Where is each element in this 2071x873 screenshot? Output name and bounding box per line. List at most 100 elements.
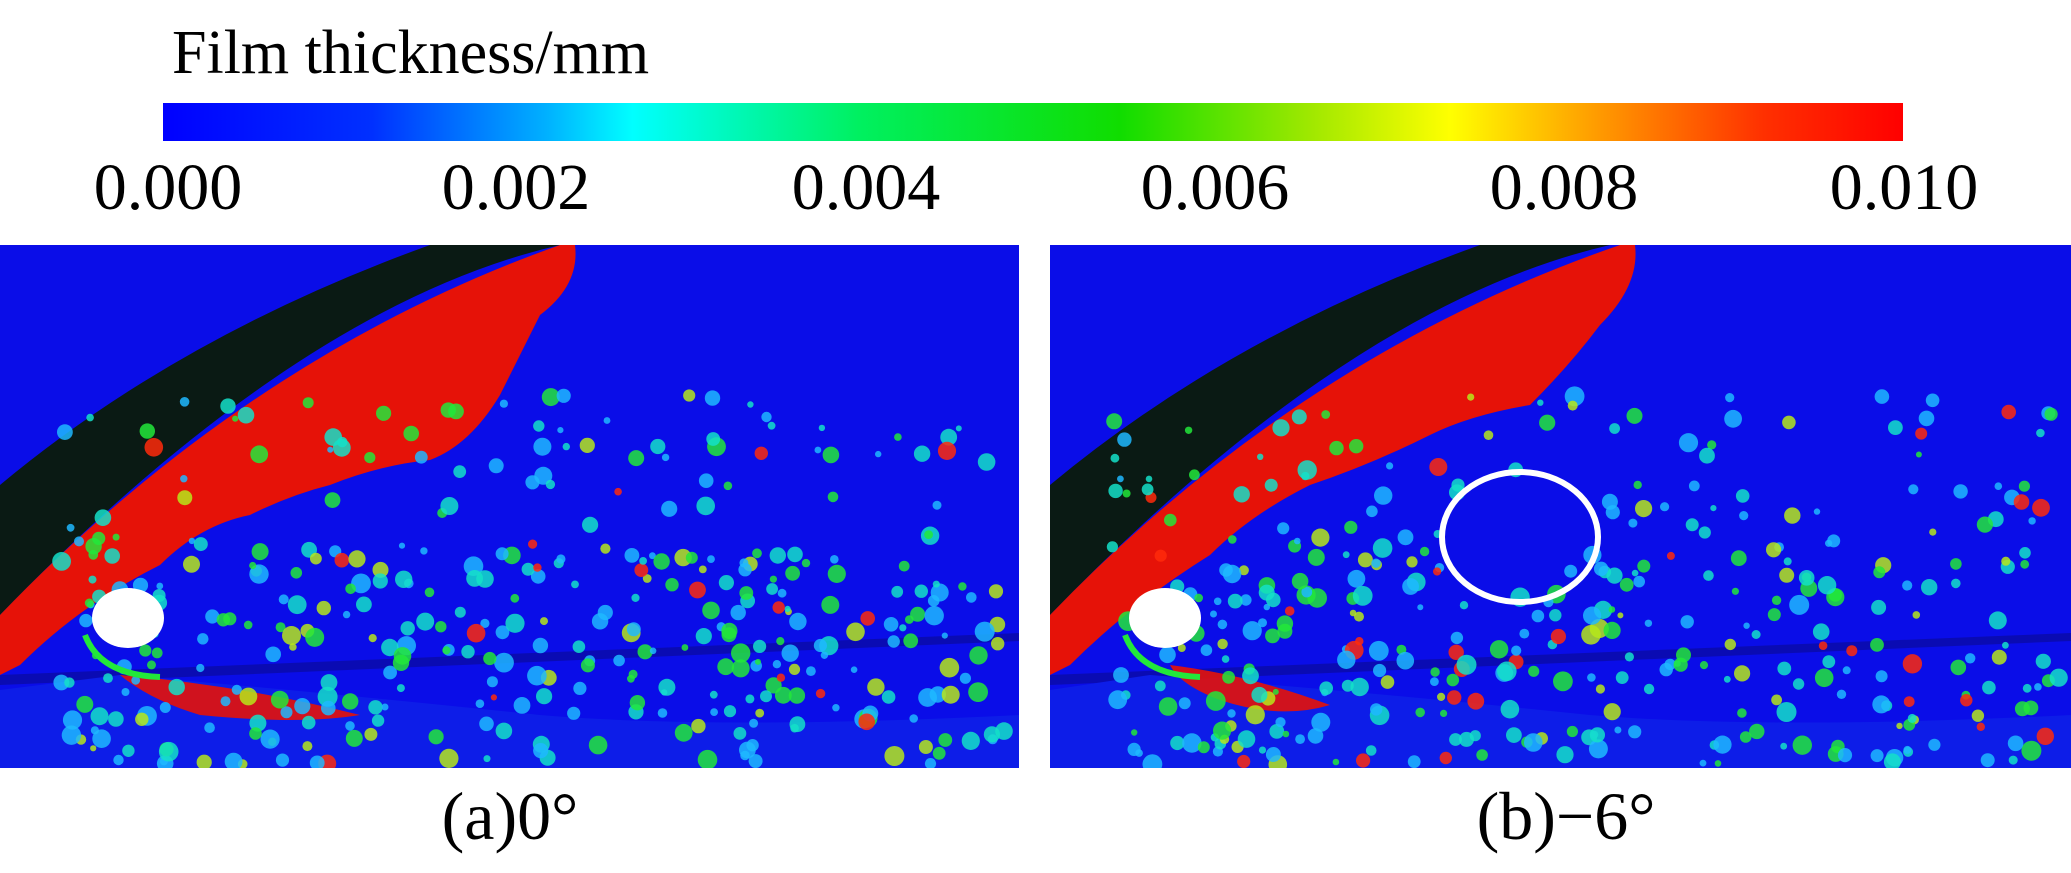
droplet	[112, 533, 120, 541]
droplet	[168, 678, 185, 696]
droplet	[1429, 458, 1448, 476]
droplet	[1635, 500, 1653, 518]
droplet	[205, 609, 220, 624]
droplet	[396, 684, 405, 693]
droplet	[1402, 578, 1419, 595]
droplet	[1337, 650, 1356, 669]
droplet	[1357, 552, 1373, 568]
droplet	[1608, 606, 1616, 613]
droplet	[224, 752, 243, 768]
droplet	[959, 672, 972, 684]
droplet	[1771, 595, 1782, 605]
droplet	[1724, 638, 1736, 651]
droplet	[905, 615, 914, 624]
droplet	[556, 388, 571, 403]
droplet	[1311, 712, 1331, 732]
droplet	[968, 682, 988, 702]
droplet	[439, 748, 459, 768]
droplet	[769, 575, 778, 583]
droplet	[1637, 559, 1651, 573]
droplet	[76, 695, 94, 713]
droplet	[454, 606, 466, 618]
droplet	[480, 618, 490, 628]
droplet	[702, 601, 720, 620]
droplet	[1284, 606, 1295, 616]
droplet	[658, 678, 676, 696]
droplet	[827, 564, 846, 583]
droplet	[495, 722, 513, 740]
droplet	[1449, 733, 1462, 746]
droplet	[1237, 754, 1251, 768]
droplet	[1349, 609, 1357, 617]
droplet	[830, 555, 839, 564]
droplet	[1902, 654, 1923, 674]
droplet	[637, 644, 653, 660]
droplet	[2023, 700, 2039, 716]
droplet	[1822, 655, 1836, 669]
droplet	[1506, 727, 1522, 743]
droplet	[903, 633, 919, 649]
droplet	[1386, 462, 1394, 470]
droplet	[691, 718, 706, 734]
droplet	[1217, 619, 1228, 630]
droplet	[1242, 667, 1259, 685]
droplet	[1673, 657, 1688, 672]
droplet	[657, 708, 668, 718]
droplet	[466, 623, 486, 643]
droplet	[2018, 480, 2030, 492]
droplet	[1406, 556, 1418, 568]
droplet	[932, 746, 946, 760]
droplet	[1874, 389, 1890, 404]
droplet	[1415, 707, 1425, 718]
droplet	[1450, 631, 1464, 645]
droplet	[781, 644, 799, 662]
droplet	[488, 458, 504, 474]
droplet	[755, 708, 765, 718]
droplet	[788, 663, 801, 675]
droplet	[1688, 480, 1700, 492]
droplet	[639, 557, 647, 565]
droplet	[1430, 667, 1440, 677]
droplet	[527, 665, 547, 686]
droplet	[991, 637, 1005, 651]
droplet	[139, 644, 152, 657]
droplet	[476, 570, 494, 588]
droplet	[1258, 618, 1267, 628]
droplet	[260, 729, 280, 749]
droplet	[403, 425, 420, 442]
droplet	[428, 729, 444, 745]
droplet	[1928, 738, 1941, 751]
droplet	[1467, 393, 1475, 401]
droplet	[820, 651, 829, 659]
droplet	[2044, 407, 2058, 421]
droplet	[801, 558, 811, 568]
droplet	[499, 399, 508, 408]
droplet	[479, 716, 494, 732]
droplet	[1459, 731, 1474, 747]
droplet	[1707, 440, 1717, 450]
droplet	[1374, 486, 1393, 505]
droplet	[1817, 576, 1837, 595]
droplet	[1929, 528, 1937, 536]
droplet	[894, 433, 902, 441]
droplet	[398, 542, 406, 549]
droplet	[90, 745, 97, 752]
droplet	[461, 645, 475, 659]
droplet	[1564, 386, 1585, 407]
droplet	[1925, 393, 1940, 408]
droplet	[250, 445, 269, 464]
droplet	[513, 697, 531, 714]
droplet	[1699, 759, 1707, 767]
droplet	[572, 640, 586, 653]
droplet	[697, 749, 718, 768]
droplet	[1197, 741, 1210, 754]
droplet	[1439, 751, 1452, 765]
droplet	[1595, 684, 1605, 694]
droplet	[1737, 708, 1747, 718]
droplet	[938, 733, 953, 747]
droplet	[1567, 400, 1578, 411]
droplet	[723, 481, 733, 491]
droplet	[1396, 651, 1415, 670]
droplet	[453, 465, 467, 478]
droplet	[1113, 667, 1129, 683]
